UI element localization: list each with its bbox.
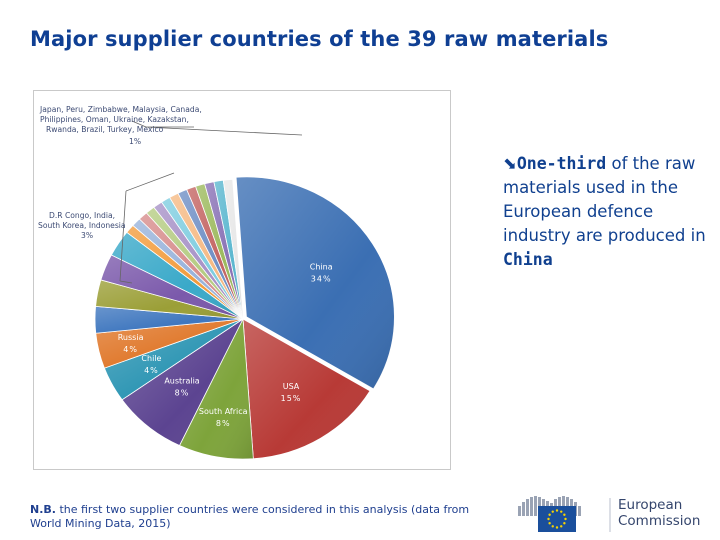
group-label-3pct-line-2: South Korea, Indonesia bbox=[38, 221, 126, 230]
pie-slice-shade-zimbabwe bbox=[139, 212, 243, 319]
slice-label-russia: Russia bbox=[118, 333, 144, 342]
pie-slice-shade-russia bbox=[95, 319, 243, 369]
slice-value-south-africa: 8% bbox=[216, 419, 231, 428]
eu-star-icon bbox=[548, 513, 551, 516]
eu-star-icon bbox=[563, 522, 566, 525]
slice-value-russia: 4% bbox=[123, 345, 138, 354]
pie-slice-shade-japan bbox=[126, 225, 243, 319]
pie-slice-shade-malaysia bbox=[146, 207, 243, 319]
eu-star-icon bbox=[551, 525, 554, 528]
group-label-1pct-value: 1% bbox=[129, 137, 141, 146]
pie-slice-shade-china bbox=[236, 176, 395, 389]
slice-label-chile: Chile bbox=[141, 354, 161, 363]
callout-text: ⬊One-third of the raw materials used in … bbox=[503, 152, 708, 272]
pie-slice-shade-australia bbox=[122, 319, 243, 446]
ec-wordmark-line-1: European bbox=[618, 497, 683, 513]
eu-star-icon bbox=[560, 510, 563, 513]
slice-label-south-africa: South Africa bbox=[199, 407, 248, 416]
pie-slice-shade-usa bbox=[243, 319, 370, 459]
footnote-label: N.B. bbox=[30, 503, 56, 516]
eu-star-icon bbox=[548, 522, 551, 525]
european-commission-logo-icon bbox=[518, 496, 611, 532]
pie-slice-shade-philippines bbox=[161, 197, 243, 319]
eu-star-icon bbox=[560, 525, 563, 528]
pie-chart: China 34% USA 15% South Africa 8% Australia 8% C… bbox=[38, 105, 395, 460]
eu-star-icon bbox=[547, 517, 550, 521]
group-label-1pct-line-1: Japan, Peru, Zimbabwe, Malaysia, Canada, bbox=[39, 105, 202, 114]
eu-star-icon bbox=[551, 510, 554, 513]
callout-bold-lead: One-third bbox=[516, 154, 607, 173]
group-bracket-1pct bbox=[131, 120, 303, 136]
pie-slice-shade-south-korea bbox=[100, 254, 243, 319]
slice-value-australia: 8% bbox=[175, 389, 190, 398]
pie-slice-shade-canada bbox=[153, 202, 243, 319]
ec-wordmark-line-2: Commission bbox=[618, 513, 701, 529]
callout-arrow-icon: ⬊ bbox=[503, 154, 517, 173]
pie-slice-shade-peru bbox=[132, 218, 243, 319]
slice-label-usa: USA bbox=[283, 382, 300, 391]
eu-star-icon bbox=[555, 526, 559, 529]
footnote: N.B. the first two supplier countries we… bbox=[30, 503, 470, 531]
group-label-3pct-value: 3% bbox=[81, 231, 93, 240]
pie-slice-shade-south-africa bbox=[179, 319, 254, 459]
pie-slice-shade-kazakstan bbox=[186, 186, 243, 319]
group-label-1pct-line-3: Rwanda, Brazil, Turkey, Mexico bbox=[46, 125, 164, 134]
pie-slice-shade-oman bbox=[169, 193, 243, 319]
group-bracket-3pct bbox=[119, 172, 175, 284]
eu-star-icon bbox=[564, 517, 567, 521]
pie-chart-frame: China 34% USA 15% South Africa 8% Australia 8% C… bbox=[33, 90, 451, 470]
slide-title: Major supplier countries of the 39 raw m… bbox=[30, 27, 609, 51]
slice-label-china: China bbox=[310, 263, 333, 272]
slice-value-usa: 15% bbox=[281, 394, 302, 403]
eu-star-icon bbox=[555, 509, 559, 512]
pie-slice-shade-chile bbox=[104, 319, 243, 400]
group-label-3pct-line-1: D.R Congo, India, bbox=[49, 211, 115, 220]
footnote-text: the first two supplier countries were co… bbox=[30, 503, 470, 530]
pie-slice-shade-mexico bbox=[223, 179, 243, 319]
eu-star-icon bbox=[563, 513, 566, 516]
slice-value-china: 34% bbox=[311, 275, 332, 284]
pie-slice-shade-d-r-congo bbox=[95, 306, 243, 334]
ec-wordmark: European Commission bbox=[618, 497, 700, 529]
slice-label-australia: Australia bbox=[164, 377, 199, 386]
pie-slice-shade-rwanda bbox=[195, 183, 243, 319]
pie-slice-shade-brazil bbox=[204, 181, 243, 319]
pie-slice-shade-indonesia bbox=[111, 232, 244, 319]
pie-slice-shade-turkey bbox=[213, 180, 243, 319]
pie-slice-shade-ukraine bbox=[178, 189, 243, 319]
callout-mid-text: of the raw materials used in the Europea… bbox=[503, 154, 706, 245]
group-label-1pct-line-2: Philippines, Oman, Ukraine, Kazakstan, bbox=[40, 115, 189, 124]
slice-value-chile: 4% bbox=[144, 366, 159, 375]
callout-bold-tail: China bbox=[503, 250, 553, 269]
